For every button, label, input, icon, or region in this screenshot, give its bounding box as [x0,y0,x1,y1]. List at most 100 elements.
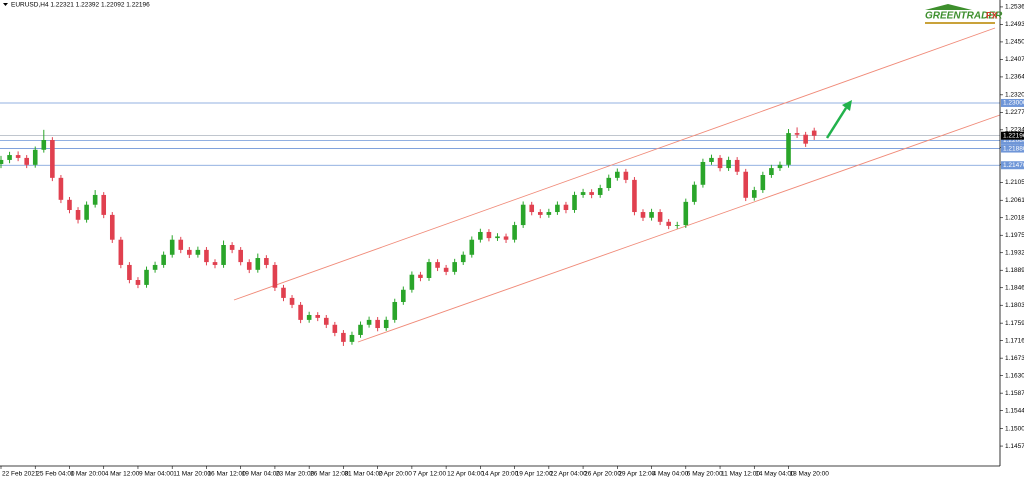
y-tick-label: 1.17590 [1005,320,1024,327]
x-tick-label: 25 Feb 04:00 [36,471,75,478]
candle-body [392,301,398,320]
candle-body [606,177,612,189]
candles [0,127,817,346]
x-tick-label: 11 May 12:00 [721,471,760,478]
candle-body [101,194,107,215]
level-label: 1.23000 [1003,100,1024,107]
x-tick-label: 7 Apr 12:00 [413,471,447,478]
candle-body [769,168,774,176]
candle-body [426,262,432,278]
axes: 1.25360 1.24930 1.24500 1.24070 1.23640 1.232… [0,4,1024,478]
candle-body [452,262,457,272]
candle-body [589,192,594,195]
candle-body [657,212,663,222]
candle-body [520,204,526,226]
header-marker [3,3,8,6]
candle-body [246,262,252,270]
y-tick-label: 1.14570 [1005,443,1024,450]
candle-body [632,179,637,213]
current-price-label: 1.22196 [1003,132,1024,139]
x-tick-label: 11 Mar 20:00 [173,471,211,478]
candle-body [734,159,740,172]
candle-body [332,324,338,333]
candle-body [537,212,543,215]
candle-body [743,171,749,198]
candle-body [0,159,4,165]
logo-name: GREENTRADER [925,11,1003,22]
candle-body [666,221,671,226]
candle-body [409,274,415,290]
candle-body [84,204,89,220]
candle-body [204,249,209,263]
candle-body [726,159,731,169]
candle-body [777,164,783,169]
y-tick-label: 1.16300 [1005,372,1024,379]
y-tick-label: 1.24500 [1005,39,1024,46]
candle-body [674,225,680,226]
candle-body [460,254,466,263]
candle-body [546,212,552,215]
candle-body [597,188,603,195]
y-tick-label: 1.19750 [1005,232,1024,239]
candle-body [341,332,346,342]
candle-body [67,199,72,211]
candle-body [161,254,166,265]
x-tick-label: 16 Mar 12:00 [207,471,246,478]
candle-body [135,280,141,285]
candle-body [272,264,278,288]
candle-body [512,225,517,240]
candle-body [751,190,757,198]
candle-body [281,287,286,298]
current-price-box [1001,131,1024,140]
candle-body [366,319,372,325]
candle-body [786,133,791,165]
candle-body [803,134,808,144]
y-tick-label: 1.18030 [1005,302,1024,309]
x-tick-label: 2 Apr 20:00 [379,471,413,478]
candle-body [32,149,38,165]
candle-body [572,194,577,211]
candle-body [289,297,295,305]
candle-body [323,317,329,325]
logo: GREENTRADER FX [925,4,1003,24]
candle-body [238,249,243,263]
level-label-box [1001,98,1024,107]
arrow-head [842,100,852,111]
y-tick-label: 1.22340 [1005,127,1024,134]
candle-body [640,212,646,218]
candle-body [375,319,380,329]
candle-body [298,304,303,320]
x-tick-label: 31 Mar 04:00 [344,471,383,478]
candle-body [15,155,21,158]
candle-body [306,315,312,320]
candle-body [178,239,184,250]
candle-body [555,204,560,213]
y-tick-label: 1.21050 [1005,179,1024,186]
x-tick-label: 22 Feb 2021 [2,471,39,478]
channel-lower [357,114,1001,343]
candle-body [383,319,389,329]
candle-body [109,214,115,240]
candle-body [623,171,629,180]
x-tick-label: 4 Mar 12:00 [105,471,140,478]
y-tick-label: 1.23200 [1005,92,1024,99]
x-tick-label: 19 Mar 04:00 [242,471,281,478]
candle-body [563,204,569,211]
level-label: 1.22080 [1003,137,1024,144]
y-tick-label: 1.22770 [1005,109,1024,116]
candle-body [315,315,321,318]
candle-body [692,184,697,202]
x-tick-label: 1 Mar 20:00 [70,471,105,478]
candle-body [152,264,158,270]
trend-arrow [825,100,852,139]
candle-body [221,245,226,265]
y-tick-label: 1.15870 [1005,390,1024,397]
x-tick-label: 23 Mar 20:00 [276,471,315,478]
candle-body [50,140,55,178]
arrow-shaft [825,107,848,139]
candle-body [486,231,492,239]
candle-body [75,210,81,220]
x-tick-label: 4 May 04:00 [653,471,689,478]
